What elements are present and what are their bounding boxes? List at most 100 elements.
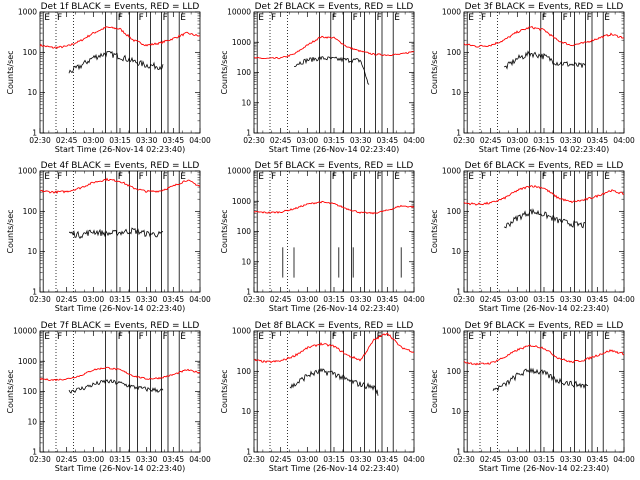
x-tick-label: 02:45 [480,295,502,304]
state-marker-label: F [542,332,547,342]
state-marker-label: F [563,332,568,342]
plot-frame [253,170,415,293]
y-tick-label: 10 [451,247,461,256]
plot-frame [39,11,201,134]
state-marker-label: E [44,13,50,23]
state-marker-label: F [57,172,62,182]
x-tick-label: 04:00 [189,295,211,304]
events-rate-line [492,367,589,392]
lld-rate-line [463,185,625,206]
x-tick-label: 04:00 [613,295,635,304]
state-marker-label: E [180,13,186,23]
state-marker-label: E [44,172,50,182]
y-axis-label: Counts/sec [220,50,229,94]
x-tick-label: 02:30 [29,295,51,304]
state-marker-label: F [332,172,337,182]
state-marker-label: E [258,13,264,23]
state-marker-label: F [271,172,276,182]
x-tick-label: 03:15 [533,136,555,145]
plot-frame [39,170,201,293]
x-tick-label: 03:45 [587,136,609,145]
x-tick-label: 02:30 [453,136,475,145]
state-marker-label: F [587,172,592,182]
y-tick-label: 100 [23,48,38,57]
x-tick-label: 03:45 [377,136,399,145]
x-tick-label: 02:45 [270,455,292,464]
y-tick-label: 10 [27,247,37,256]
x-tick-label: 04:00 [189,136,211,145]
lld-rate-line [253,35,415,60]
chart-panel-8: Det 8f BLACK = Events, RED = LLD 1 10 100 10… [220,321,425,473]
x-tick-label: 04:00 [189,455,211,464]
y-tick-label: 1000 [442,167,461,176]
y-tick-label: 1 [246,129,251,138]
state-marker-label: F [542,13,547,23]
y-tick-label: 10 [241,98,251,107]
x-tick-label: 02:45 [270,295,292,304]
x-axis-label: Start Time (26-Nov-14 02:23:40) [479,145,609,154]
state-marker-label: E [468,172,474,182]
state-marker-label: F [57,13,62,23]
y-tick-label: 1000 [232,327,251,336]
events-rate-line [68,378,164,394]
events-rate-line [289,367,379,396]
x-tick-label: 02:45 [56,455,78,464]
state-marker-label: F [353,13,358,23]
chart-panel-1: Det 1f BLACK = Events, RED = LLD 1 10 100 10… [6,2,211,154]
state-marker-label: F [332,13,337,23]
y-tick-label: 1 [32,129,37,138]
lld-rate-line [253,200,415,215]
state-marker-label: F [332,332,337,342]
events-rate-line [294,56,370,85]
y-axis-label: Counts/sec [430,50,439,94]
plot-frame [463,11,625,134]
y-tick-label: 10 [27,417,37,426]
chart-panel-9: Det 9f BLACK = Events, RED = LLD 1 10 100 10… [430,321,635,473]
y-tick-label: 1 [456,448,461,457]
x-axis-label: Start Time (26-Nov-14 02:23:40) [269,145,399,154]
x-tick-label: 03:45 [163,455,185,464]
y-tick-label: 1000 [18,357,37,366]
x-tick-label: 03:00 [297,295,319,304]
chart-title: Det 1f BLACK = Events, RED = LLD [41,2,200,12]
lld-rate-line [253,332,415,364]
y-tick-label: 1000 [232,38,251,47]
state-marker-label: F [587,13,592,23]
y-tick-label: 1000 [18,167,37,176]
plot-frame [39,330,201,453]
x-tick-label: 02:30 [243,295,265,304]
x-tick-label: 04:00 [613,455,635,464]
chart-panel-5: Det 5f BLACK = Events, RED = LLD 1 10 100 10… [220,161,425,313]
chart-title: Det 8f BLACK = Events, RED = LLD [255,321,414,331]
state-marker-label: F [139,172,144,182]
lld-rate-line [463,344,625,366]
state-marker-label: F [271,332,276,342]
x-tick-label: 03:00 [507,295,529,304]
y-tick-label: 10 [241,257,251,266]
x-tick-label: 03:00 [83,455,105,464]
y-tick-label: 100 [23,207,38,216]
y-tick-label: 10 [451,407,461,416]
x-axis-label: Start Time (26-Nov-14 02:23:40) [479,304,609,313]
plot-frame [253,330,415,453]
x-axis-label: Start Time (26-Nov-14 02:23:40) [479,464,609,473]
x-tick-label: 02:45 [56,295,78,304]
y-axis-label: Counts/sec [6,369,15,413]
y-tick-label: 10000 [227,8,251,17]
state-marker-label: E [468,13,474,23]
chart-title: Det 6f BLACK = Events, RED = LLD [465,161,624,171]
x-tick-label: 03:15 [109,455,131,464]
x-tick-label: 03:45 [163,295,185,304]
state-marker-label: F [163,172,168,182]
state-marker-label: F [353,172,358,182]
events-rate-line [68,227,164,239]
y-tick-label: 100 [447,207,462,216]
state-marker-label: F [563,172,568,182]
state-marker-label: F [271,13,276,23]
x-axis-label: Start Time (26-Nov-14 02:23:40) [269,304,399,313]
chart-title: Det 5f BLACK = Events, RED = LLD [255,161,414,171]
chart-title: Det 2f BLACK = Events, RED = LLD [255,2,414,12]
y-tick-label: 1 [246,288,251,297]
x-tick-label: 03:30 [560,455,582,464]
